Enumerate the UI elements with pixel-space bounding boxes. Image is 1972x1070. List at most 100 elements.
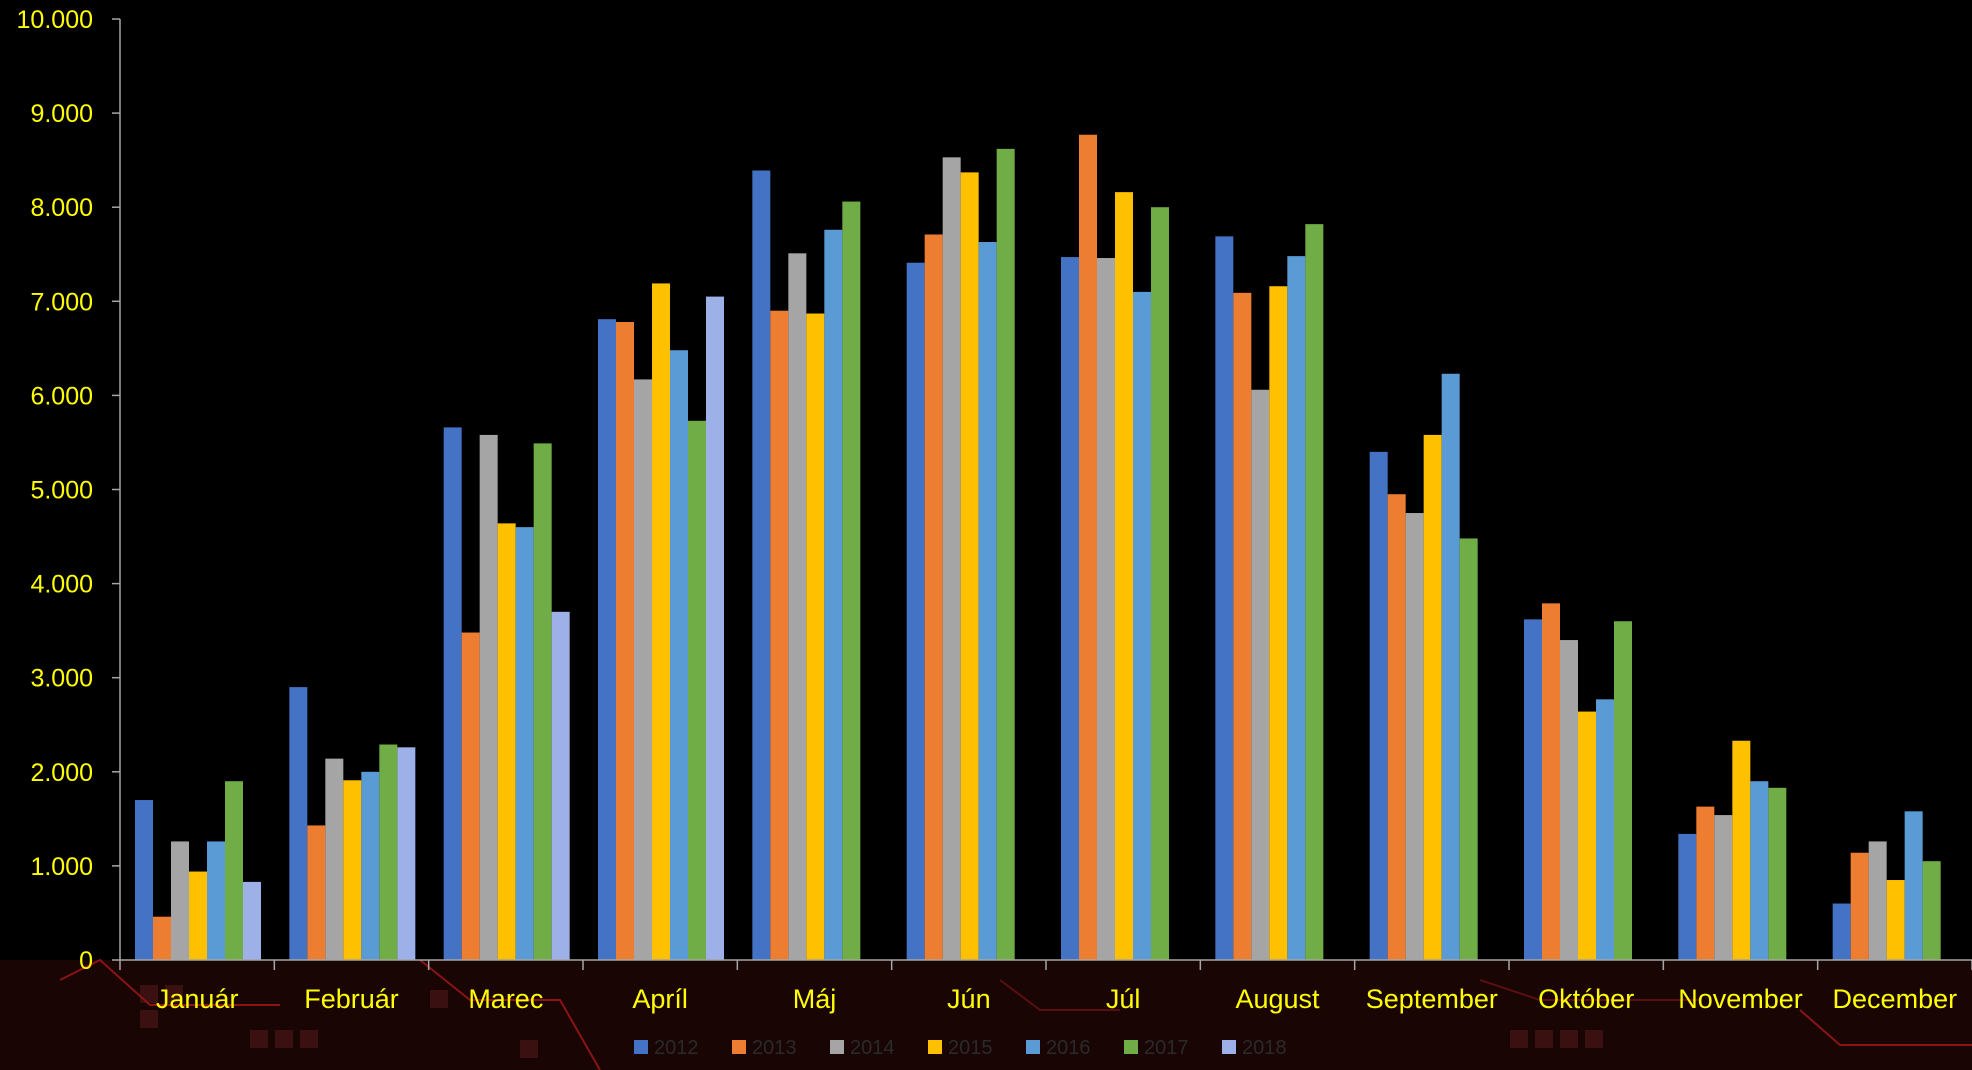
bar-2015-jún xyxy=(960,172,979,960)
x-tick-label: Jún xyxy=(947,984,991,1014)
bar-2018-február xyxy=(397,747,416,960)
bar-2017-december xyxy=(1922,861,1941,960)
circuit-square xyxy=(300,1030,318,1048)
bar-2013-máj xyxy=(770,310,789,961)
bar-2012-október xyxy=(1524,619,1542,960)
bar-2017-máj xyxy=(842,201,861,960)
bar-2017-august xyxy=(1305,224,1324,960)
bar-2017-február xyxy=(379,744,398,960)
bar-2014-september xyxy=(1405,513,1424,960)
bar-2017-júl xyxy=(1151,207,1169,960)
x-tick-label: Máj xyxy=(793,984,837,1014)
legend-label-2012: 2012 xyxy=(654,1037,699,1059)
legend-label-2014: 2014 xyxy=(850,1037,895,1059)
bar-2012-jún xyxy=(906,262,925,960)
x-tick-label: Marec xyxy=(468,984,543,1014)
x-tick-label: December xyxy=(1833,984,1958,1014)
bar-2015-november xyxy=(1732,740,1751,960)
bar-2014-december xyxy=(1868,841,1887,960)
bar-2014-november xyxy=(1714,815,1733,960)
circuit-square xyxy=(520,1040,538,1058)
y-tick-label: 9.000 xyxy=(30,100,93,128)
bar-2016-január xyxy=(207,841,225,960)
bar-2014-máj xyxy=(788,253,807,960)
circuit-trace xyxy=(419,959,601,1070)
legend-label-2018: 2018 xyxy=(1242,1037,1287,1059)
circuit-trace xyxy=(59,958,280,1006)
bar-2017-apríl xyxy=(688,420,706,960)
bar-2013-október xyxy=(1542,603,1560,960)
bar-2015-máj xyxy=(806,313,825,961)
bar-2017-január xyxy=(225,781,243,960)
bar-2012-december xyxy=(1832,903,1851,960)
bar-2015-august xyxy=(1269,286,1288,960)
x-tick-label: Január xyxy=(156,984,239,1014)
circuit-square xyxy=(165,985,183,1003)
bar-2012-júl xyxy=(1061,257,1079,960)
legend-label-2016: 2016 xyxy=(1046,1037,1091,1059)
bar-2017-september xyxy=(1459,538,1478,960)
bar-2013-september xyxy=(1387,494,1406,960)
bar-2017-marec xyxy=(533,443,552,960)
legend-swatch-2018 xyxy=(1222,1040,1236,1054)
bar-2012-január xyxy=(135,800,153,960)
y-tick-label: 7.000 xyxy=(30,288,93,316)
x-tick-label: Február xyxy=(304,984,399,1014)
bar-2013-august xyxy=(1233,292,1252,960)
y-tick-label: 1.000 xyxy=(30,853,93,881)
bar-2017-november xyxy=(1768,787,1787,960)
legend: 2012 2013 2014 2015 2016 2017 2018 xyxy=(634,1037,1287,1059)
y-tick-label: 8.000 xyxy=(30,194,93,222)
bar-2014-apríl xyxy=(634,379,652,960)
bar-2016-november xyxy=(1750,781,1769,960)
bars-layer xyxy=(135,134,1941,961)
y-tick-label: 3.000 xyxy=(30,665,93,693)
bar-2018-apríl xyxy=(706,296,724,961)
bar-2014-jún xyxy=(942,157,961,960)
bar-2012-august xyxy=(1215,236,1234,961)
circuit-decoration xyxy=(0,958,1972,1070)
bar-2016-marec xyxy=(515,527,534,960)
y-tick-label: 5.000 xyxy=(30,477,93,505)
bar-2016-apríl xyxy=(670,350,688,960)
circuit-square xyxy=(1585,1030,1603,1048)
bar-2013-jún xyxy=(924,234,943,960)
y-tick-label: 6.000 xyxy=(30,382,93,410)
circuit-square xyxy=(1535,1030,1553,1048)
bar-2015-október xyxy=(1578,711,1596,960)
bar-2012-september xyxy=(1369,451,1388,960)
y-tick-label: 10.000 xyxy=(17,6,93,34)
legend-swatch-2016 xyxy=(1026,1040,1040,1054)
bar-2012-február xyxy=(289,687,308,960)
circuit-square xyxy=(275,1030,293,1048)
x-tick-label: Júl xyxy=(1106,984,1141,1014)
bar-2015-február xyxy=(343,780,362,960)
bar-2014-marec xyxy=(479,434,498,960)
bar-2015-marec xyxy=(497,523,516,960)
bar-2016-december xyxy=(1904,811,1923,960)
circuit-square xyxy=(1510,1030,1528,1048)
bar-2015-september xyxy=(1423,434,1442,960)
legend-swatch-2013 xyxy=(732,1040,746,1054)
bar-2016-október xyxy=(1596,699,1614,960)
circuit-square xyxy=(1560,1030,1578,1048)
x-tick-label: Október xyxy=(1538,984,1634,1014)
bar-2015-apríl xyxy=(652,283,670,960)
bar-2016-september xyxy=(1441,373,1460,961)
legend-label-2017: 2017 xyxy=(1144,1037,1189,1059)
bar-2013-marec xyxy=(461,632,480,960)
legend-swatch-2014 xyxy=(830,1040,844,1054)
legend-swatch-2012 xyxy=(634,1040,648,1054)
bar-2014-október xyxy=(1560,640,1578,960)
bar-2012-máj xyxy=(752,170,771,961)
bar-2012-marec xyxy=(443,427,462,960)
y-tick-label: 4.000 xyxy=(30,571,93,599)
bar-2013-február xyxy=(307,825,326,960)
x-tick-label: September xyxy=(1366,984,1498,1014)
bar-2015-december xyxy=(1886,880,1905,960)
bar-2013-január xyxy=(153,916,171,960)
axes-layer: 0 1.000 2.000 3.000 4.000 5.000 6.000 7.000 8.00… xyxy=(17,6,1972,1014)
bar-2015-január xyxy=(189,871,207,960)
bar-2013-júl xyxy=(1079,134,1097,961)
